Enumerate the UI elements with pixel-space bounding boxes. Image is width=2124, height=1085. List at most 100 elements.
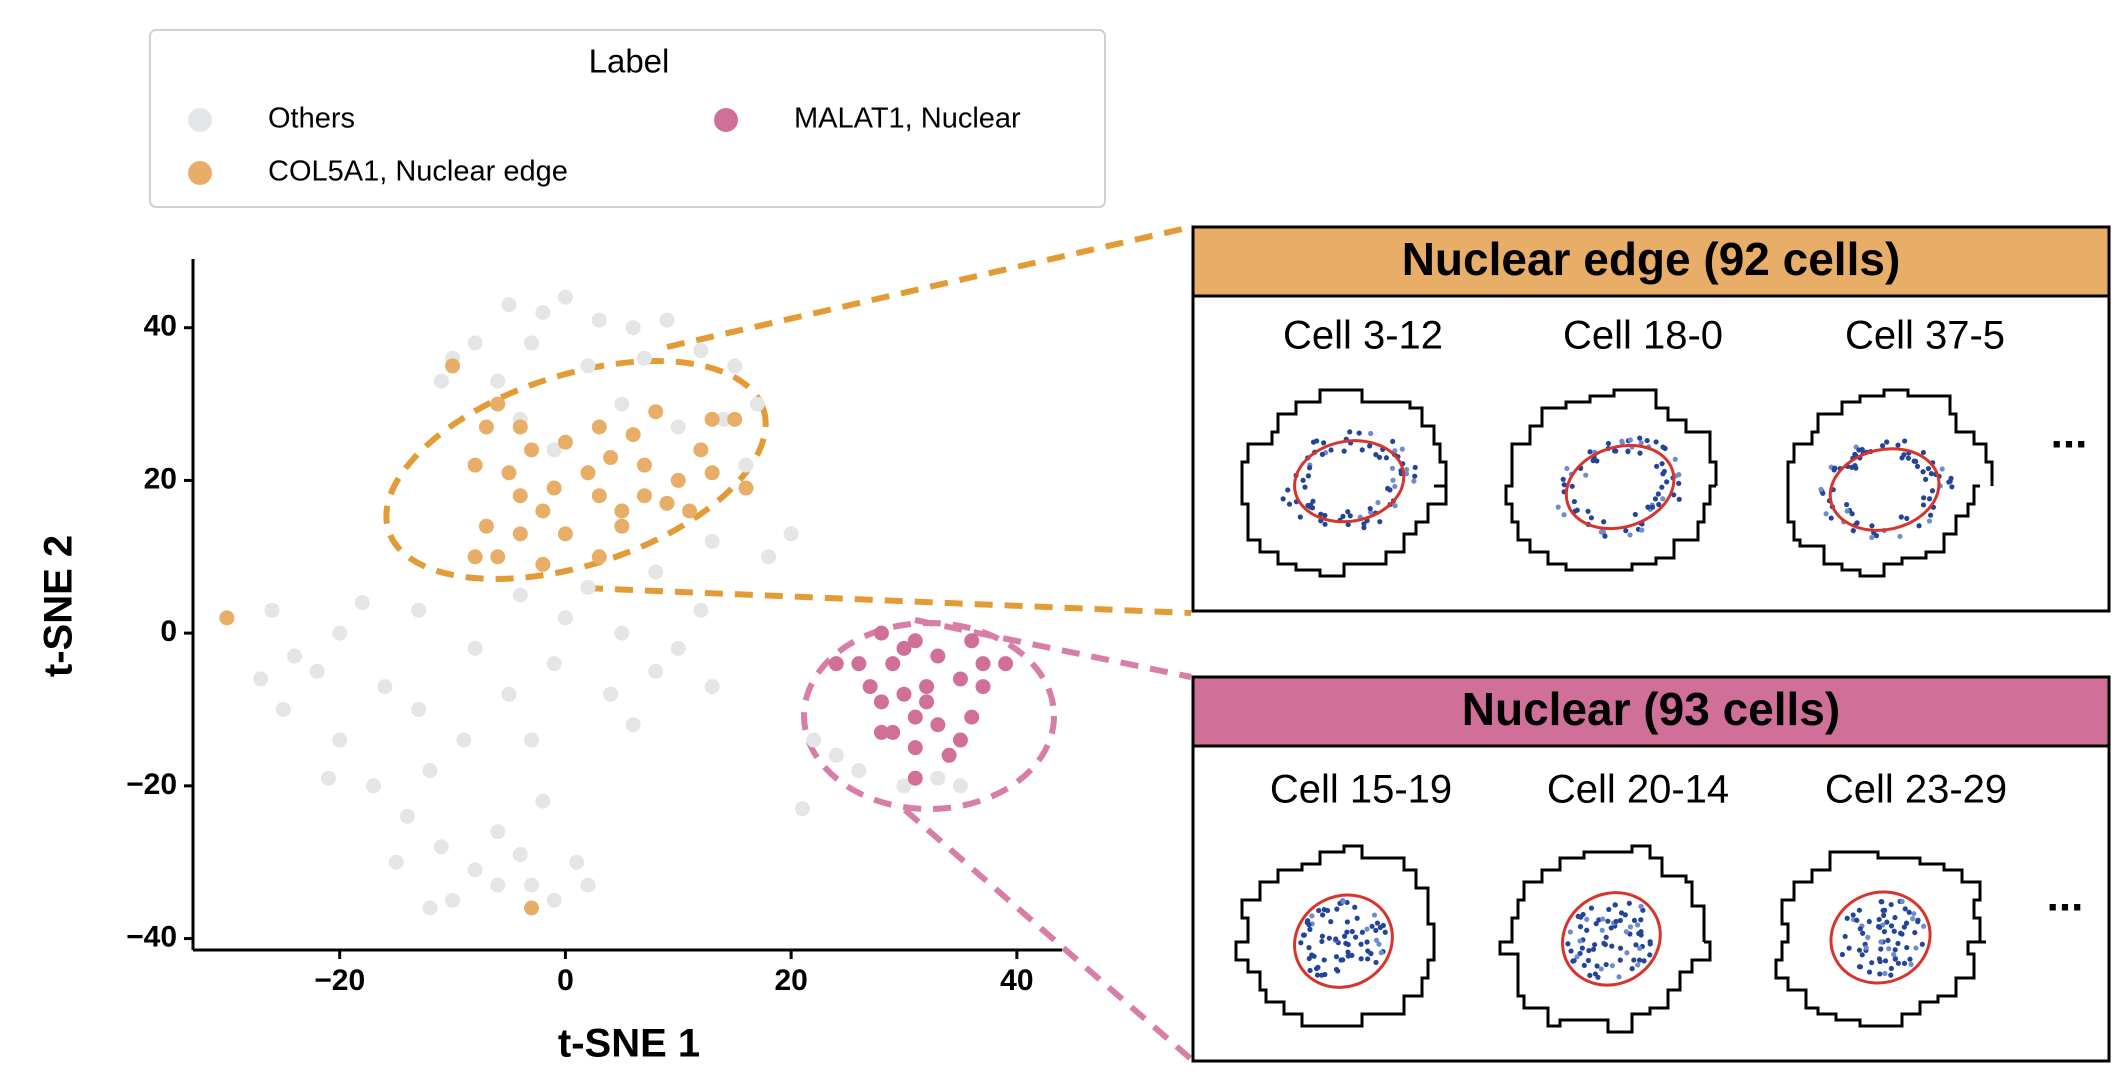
point (332, 732, 348, 748)
transcript-dot (1904, 944, 1910, 951)
transcript-dot (1849, 511, 1855, 517)
transcript-dot (1644, 437, 1650, 444)
transcript-dot (1914, 463, 1921, 469)
transcript-dot (1637, 450, 1643, 456)
transcript-dot (1901, 960, 1908, 966)
transcript-dot (1629, 966, 1635, 972)
legend-label: MALAT1, Nuclear (794, 103, 1021, 135)
transcript-dot (1358, 941, 1364, 947)
transcript-dot (1948, 475, 1954, 481)
transcript-dot (1300, 477, 1306, 483)
transcript-dot (1376, 941, 1382, 947)
transcript-dot (1319, 972, 1325, 978)
connector (903, 807, 1193, 1062)
transcript-dot (1368, 430, 1374, 437)
point (738, 480, 754, 496)
transcript-dot (1949, 484, 1955, 490)
transcript-dot (1347, 513, 1353, 519)
panel-title: Nuclear (93 cells) (1462, 683, 1840, 735)
transcript-dot (1600, 916, 1606, 922)
point (636, 350, 652, 366)
transcript-dot (1878, 939, 1884, 945)
point (524, 900, 540, 916)
point (512, 847, 528, 863)
transcript-dot (1311, 953, 1317, 959)
transcript-dot (1920, 502, 1927, 508)
point (467, 862, 483, 878)
transcript-dot (1565, 941, 1571, 947)
transcript-dot (1365, 948, 1371, 954)
transcript-dot (1881, 912, 1887, 918)
transcript-dot (1581, 962, 1587, 969)
transcript-dot (1373, 927, 1379, 934)
panel-header (1191, 225, 2111, 298)
transcript-dot (1891, 928, 1897, 934)
transcript-dot (1364, 926, 1370, 932)
transcript-dot (1913, 458, 1919, 464)
transcript-dot (1587, 972, 1593, 978)
transcript-dot (1354, 915, 1360, 921)
point (478, 419, 494, 435)
transcript-dot (1335, 968, 1341, 974)
point (851, 763, 867, 779)
transcript-dot (1592, 971, 1598, 977)
nucleus-outline (1829, 890, 1932, 985)
transcript-dot (1318, 511, 1324, 517)
point (715, 411, 731, 427)
point (862, 679, 878, 695)
transcript-dot (1371, 912, 1378, 918)
transcript-dot (1587, 449, 1593, 455)
transcript-dot (1603, 934, 1609, 940)
transcript-dot (1593, 921, 1599, 927)
transcript-dot (1310, 439, 1317, 445)
transcript-dot (1877, 924, 1883, 930)
transcript-dot (1921, 495, 1927, 501)
transcript-dot (1585, 957, 1591, 964)
nucleus-outline (1293, 439, 1406, 524)
transcript-dot (1333, 936, 1339, 942)
transcript-dot (1645, 504, 1651, 510)
transcript-dot (1382, 929, 1388, 935)
transcript-dot (1399, 446, 1405, 452)
transcript-dot (1412, 464, 1418, 471)
transcript-dot (1586, 947, 1592, 954)
transcript-dot (1929, 488, 1936, 494)
transcript-dot (1869, 523, 1875, 529)
transcript-dot (1345, 949, 1351, 955)
transcript-dot (1625, 448, 1631, 455)
y-tick-label: −40 (126, 920, 177, 953)
cell-label: Cell 20-14 (1547, 768, 1729, 812)
point (603, 450, 619, 466)
point (851, 656, 867, 672)
point (557, 526, 573, 542)
point (501, 686, 517, 702)
transcript-dot (1902, 906, 1908, 912)
point (907, 633, 923, 649)
point (569, 854, 585, 870)
legend-marker (188, 108, 212, 132)
point (557, 434, 573, 450)
point (693, 442, 709, 458)
point (625, 427, 641, 443)
transcript-dot (1892, 956, 1898, 962)
transcript-dot (1886, 946, 1892, 952)
transcript-dot (1876, 916, 1882, 923)
point (490, 824, 506, 840)
transcript-dot (1564, 465, 1570, 472)
point (467, 335, 483, 351)
transcript-dot (1899, 898, 1905, 905)
transcript-dot (1881, 929, 1887, 935)
transcript-dot (1654, 463, 1660, 469)
transcript-dot (1877, 971, 1883, 977)
point (366, 778, 382, 794)
transcript-dot (1584, 916, 1590, 923)
point (264, 602, 280, 618)
transcript-dot (1613, 448, 1619, 454)
point (648, 404, 664, 420)
transcript-dot (1647, 952, 1653, 958)
transcript-dot (1892, 914, 1898, 921)
transcript-dot (1349, 928, 1355, 935)
transcript-dot (1895, 940, 1901, 947)
transcript-dot (1577, 938, 1583, 944)
